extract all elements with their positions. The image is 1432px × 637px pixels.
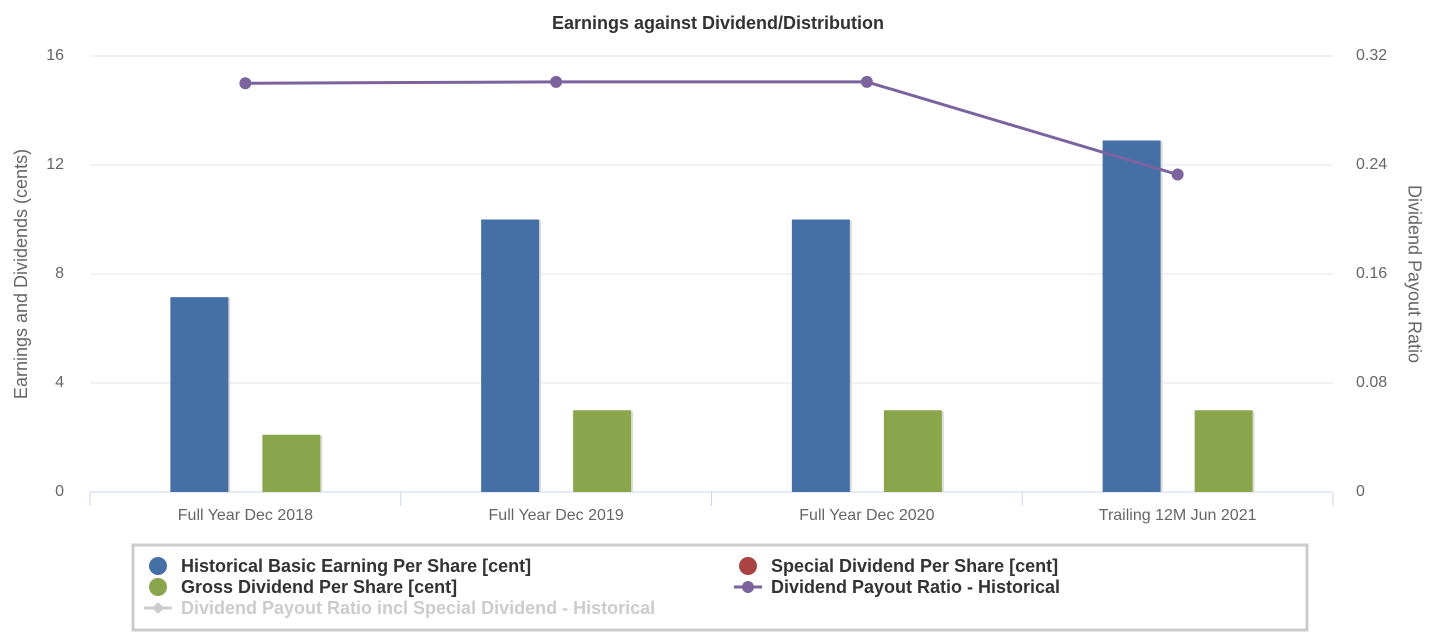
x-tick-label: Full Year Dec 2020 [799, 507, 934, 524]
y-tick-label: 4 [55, 374, 64, 391]
y2-axis-title: Dividend Payout Ratio [1404, 185, 1424, 363]
bar [1194, 410, 1253, 492]
y2-tick-label: 0.24 [1356, 156, 1387, 173]
y-axis-title: Earnings and Dividends (cents) [11, 149, 31, 399]
y-tick-label: 12 [46, 156, 64, 173]
y2-tick-label: 0 [1356, 483, 1365, 500]
legend-marker [742, 581, 754, 593]
bar [791, 219, 850, 492]
legend-label[interactable]: Gross Dividend Per Share [cent] [181, 577, 457, 597]
chart-title: Earnings against Dividend/Distribution [552, 13, 884, 33]
legend-label[interactable]: Historical Basic Earning Per Share [cent… [181, 556, 531, 576]
legend-label[interactable]: Special Dividend Per Share [cent] [771, 556, 1058, 576]
legend-box [131, 543, 1309, 632]
y-tick-label: 8 [55, 265, 64, 282]
legend-marker [739, 557, 757, 575]
line-marker [860, 75, 873, 88]
bar [170, 297, 229, 492]
bar [262, 434, 321, 492]
line-marker [239, 77, 252, 90]
line-marker [1171, 168, 1184, 181]
bar [481, 219, 540, 492]
y-tick-label: 16 [46, 47, 64, 64]
legend-marker [152, 602, 164, 614]
bar [883, 410, 942, 492]
x-tick-label: Full Year Dec 2019 [489, 507, 624, 524]
y2-tick-label: 0.32 [1356, 47, 1387, 64]
bar [1102, 140, 1161, 492]
legend-marker [149, 578, 167, 596]
legend-label[interactable]: Dividend Payout Ratio incl Special Divid… [181, 598, 655, 618]
y2-tick-label: 0.16 [1356, 265, 1387, 282]
x-tick-label: Full Year Dec 2018 [178, 507, 313, 524]
legend-label[interactable]: Dividend Payout Ratio - Historical [771, 577, 1060, 597]
y-tick-label: 0 [55, 483, 64, 500]
line-marker [550, 75, 563, 88]
x-tick-label: Trailing 12M Jun 2021 [1099, 507, 1257, 524]
legend-marker [149, 557, 167, 575]
y2-tick-label: 0.08 [1356, 374, 1387, 391]
line [245, 80, 1179, 176]
bar [573, 410, 632, 492]
